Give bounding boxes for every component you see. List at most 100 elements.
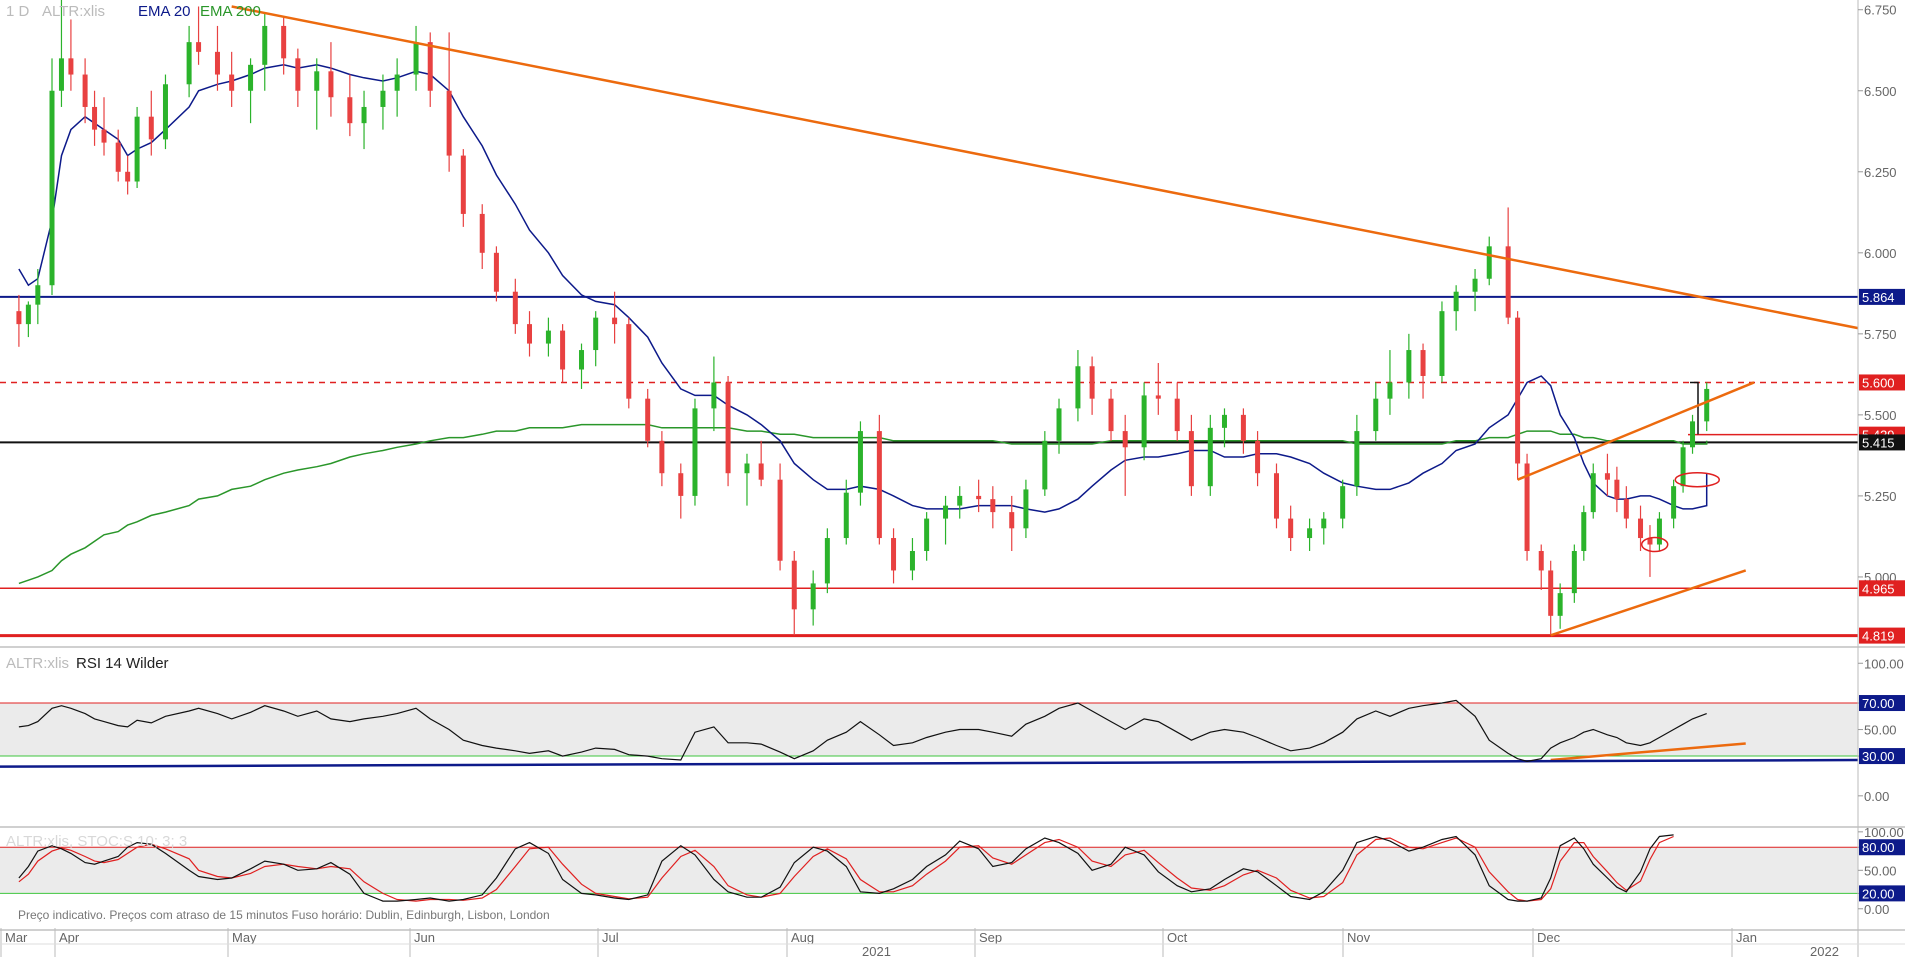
candle-down <box>1515 311 1521 480</box>
candle-up <box>744 453 750 506</box>
candle-body <box>1590 473 1596 513</box>
candle-body <box>1141 395 1147 448</box>
price-tag: 4.965 <box>1859 580 1905 597</box>
candle-body <box>394 74 400 91</box>
price-tag-bg <box>1859 580 1905 597</box>
candle-down <box>527 311 533 357</box>
candle-up <box>1023 479 1029 539</box>
candle-up <box>162 74 168 150</box>
x-tick-label: Jun <box>414 930 435 945</box>
candle-body <box>295 58 301 91</box>
candle-body <box>361 106 367 124</box>
candle-down <box>678 463 684 519</box>
candle-down <box>1089 356 1095 415</box>
candle-body <box>1387 382 1393 399</box>
candle-down <box>1638 505 1644 552</box>
candle-body <box>262 25 268 65</box>
candle-body <box>1420 350 1426 376</box>
candle-down <box>1009 495 1015 552</box>
candle-body <box>1056 408 1062 441</box>
candle-body <box>1472 278 1478 292</box>
price-tag-label: 30.00 <box>1862 749 1895 764</box>
candle-body <box>957 495 963 506</box>
candle-body <box>791 560 797 610</box>
rsi-symbol-label: ALTR:xlis <box>6 655 70 672</box>
ema20-legend[interactable]: EMA 20 <box>138 3 191 20</box>
candle-body <box>1155 395 1161 399</box>
x-tick-label: Sep <box>979 930 1002 945</box>
candle-body <box>196 42 202 52</box>
rsi-band <box>0 703 1858 757</box>
candle-body <box>347 97 353 124</box>
ema20-series <box>18 64 1708 513</box>
price-tag-bg <box>1859 885 1905 902</box>
candle-body <box>314 71 320 91</box>
candle-body <box>824 538 830 584</box>
candle-body <box>659 440 665 474</box>
candle-down <box>758 440 764 487</box>
ema200-line <box>18 423 1708 585</box>
candle-body <box>1548 570 1554 616</box>
highlight-ellipse <box>1674 471 1721 488</box>
candle-up <box>1321 512 1327 545</box>
candle-up <box>1373 382 1379 441</box>
candle-down <box>791 551 797 636</box>
candle-down <box>1288 505 1294 552</box>
candle-body <box>1647 538 1653 545</box>
candle-down <box>125 155 131 195</box>
candle-up <box>1075 350 1081 422</box>
candle-down <box>196 6 202 65</box>
candle-down <box>1108 388 1114 441</box>
candle-body <box>1255 440 1261 474</box>
x-year-label: 2022 <box>1810 944 1839 957</box>
candle-body <box>1671 486 1677 519</box>
stoch-k-series <box>18 834 1674 902</box>
candle-up <box>824 528 830 594</box>
candle-up <box>1221 408 1227 448</box>
candle-body <box>777 479 783 561</box>
candles <box>16 0 1710 636</box>
candle-up <box>248 58 254 124</box>
candle-down <box>1524 453 1530 561</box>
y-tick-label: 6.750 <box>1864 3 1897 18</box>
y-tick-label: 0.00 <box>1864 902 1889 917</box>
y-tick-label: 5.250 <box>1864 489 1897 504</box>
candle-up <box>857 421 863 506</box>
candle-body <box>162 84 168 140</box>
candle-up <box>1042 431 1048 496</box>
candle-body <box>1108 398 1114 432</box>
candle-down <box>891 528 897 584</box>
price-tag: 4.819 <box>1859 627 1905 644</box>
price-tag-bg <box>1859 434 1905 451</box>
stoch-legend[interactable]: ALTR:xlis, STOC:S 10; 3; 3 <box>6 833 188 850</box>
ema200-legend[interactable]: EMA 200 <box>200 3 261 20</box>
candle-up <box>134 106 140 188</box>
rsi-panel <box>18 699 1707 763</box>
candle-body <box>1505 246 1511 318</box>
candle-down <box>1155 363 1161 415</box>
candle-body <box>645 398 651 441</box>
candle-up <box>1571 544 1577 603</box>
candle-body <box>25 304 31 325</box>
candle-body <box>1307 528 1313 539</box>
highlight-ellipse <box>1640 536 1669 553</box>
candle-body <box>328 71 334 98</box>
rsi-legend[interactable]: RSI 14 Wilder <box>76 655 169 672</box>
trendlines[interactable] <box>0 5 1859 768</box>
x-tick-label: Aug <box>791 930 814 945</box>
candle-body <box>16 311 22 325</box>
price-level-line <box>1690 381 1699 435</box>
candle-up <box>186 25 192 98</box>
candle-body <box>460 155 466 214</box>
x-tick-label: Apr <box>59 930 80 945</box>
candle-body <box>1614 479 1620 500</box>
candle-up <box>943 495 949 545</box>
candle-up <box>1439 301 1445 383</box>
candle-up <box>1406 333 1412 399</box>
candle-up <box>262 12 268 91</box>
candle-body <box>876 431 882 539</box>
price-tag-label: 5.600 <box>1862 375 1895 390</box>
candle-body <box>413 42 419 75</box>
candle-body <box>678 473 684 496</box>
